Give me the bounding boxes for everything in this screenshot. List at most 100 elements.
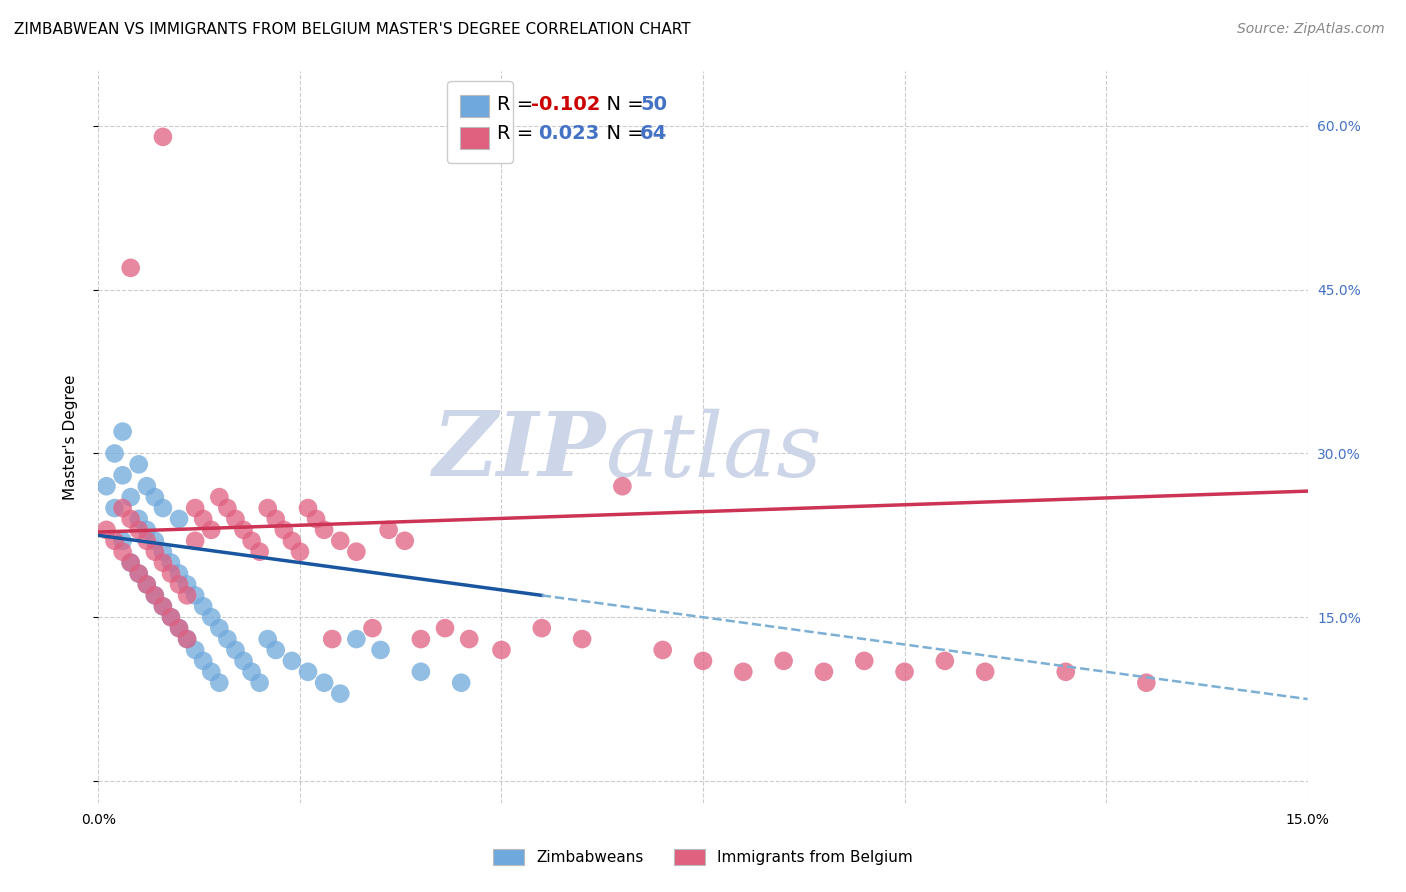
- Point: [184, 501, 207, 516]
- Point: [329, 533, 352, 548]
- Point: [208, 621, 231, 635]
- Point: [264, 512, 287, 526]
- Point: [200, 665, 222, 679]
- Point: [111, 533, 134, 548]
- Point: [733, 665, 755, 679]
- Point: [160, 610, 183, 624]
- Point: [450, 675, 472, 690]
- Point: [208, 490, 231, 504]
- Point: [377, 523, 399, 537]
- Text: R =: R =: [498, 95, 540, 114]
- Point: [135, 577, 157, 591]
- Text: -0.102: -0.102: [531, 95, 600, 114]
- Text: ZIMBABWEAN VS IMMIGRANTS FROM BELGIUM MASTER'S DEGREE CORRELATION CHART: ZIMBABWEAN VS IMMIGRANTS FROM BELGIUM MA…: [14, 22, 690, 37]
- Point: [152, 545, 174, 559]
- Point: [167, 512, 190, 526]
- Point: [281, 654, 304, 668]
- Point: [143, 545, 166, 559]
- Point: [249, 675, 271, 690]
- Text: 0.023: 0.023: [538, 124, 600, 143]
- Point: [217, 501, 239, 516]
- Point: [128, 458, 150, 472]
- Point: [232, 523, 254, 537]
- Point: [224, 643, 246, 657]
- Point: [571, 632, 593, 646]
- Point: [120, 556, 142, 570]
- Point: [193, 599, 215, 614]
- Point: [111, 501, 134, 516]
- Point: [152, 129, 174, 144]
- Point: [152, 599, 174, 614]
- Text: R =: R =: [498, 124, 546, 143]
- Y-axis label: Master's Degree: Master's Degree: [63, 375, 77, 500]
- Point: [394, 533, 416, 548]
- Point: [135, 533, 157, 548]
- Point: [176, 588, 198, 602]
- Point: [96, 523, 118, 537]
- Point: [344, 632, 367, 646]
- Point: [184, 588, 207, 602]
- Point: [200, 523, 222, 537]
- Point: [491, 643, 513, 657]
- Point: [370, 643, 392, 657]
- Legend: , : ,: [447, 81, 513, 163]
- Point: [240, 533, 263, 548]
- Text: atlas: atlas: [606, 409, 823, 495]
- Point: [297, 501, 319, 516]
- Point: [193, 654, 215, 668]
- Point: [143, 588, 166, 602]
- Point: [128, 512, 150, 526]
- Point: [152, 599, 174, 614]
- Point: [111, 468, 134, 483]
- Point: [297, 665, 319, 679]
- Point: [135, 577, 157, 591]
- Point: [167, 566, 190, 581]
- Point: [893, 665, 915, 679]
- Point: [120, 490, 142, 504]
- Point: [128, 566, 150, 581]
- Point: [934, 654, 956, 668]
- Point: [103, 446, 125, 460]
- Point: [1054, 665, 1077, 679]
- Point: [176, 577, 198, 591]
- Point: [128, 523, 150, 537]
- Point: [281, 533, 304, 548]
- Point: [458, 632, 481, 646]
- Point: [111, 425, 134, 439]
- Point: [344, 545, 367, 559]
- Point: [193, 512, 215, 526]
- Point: [152, 556, 174, 570]
- Point: [167, 621, 190, 635]
- Point: [135, 523, 157, 537]
- Point: [813, 665, 835, 679]
- Point: [329, 687, 352, 701]
- Point: [853, 654, 876, 668]
- Point: [160, 610, 183, 624]
- Point: [314, 675, 336, 690]
- Point: [167, 577, 190, 591]
- Point: [135, 479, 157, 493]
- Point: [612, 479, 634, 493]
- Point: [314, 523, 336, 537]
- Text: N =: N =: [595, 124, 650, 143]
- Point: [160, 556, 183, 570]
- Point: [692, 654, 714, 668]
- Point: [409, 665, 432, 679]
- Point: [160, 566, 183, 581]
- Text: ZIP: ZIP: [433, 409, 606, 495]
- Point: [176, 632, 198, 646]
- Point: [167, 621, 190, 635]
- Point: [152, 501, 174, 516]
- Point: [256, 632, 278, 646]
- Point: [530, 621, 553, 635]
- Point: [434, 621, 457, 635]
- Text: Source: ZipAtlas.com: Source: ZipAtlas.com: [1237, 22, 1385, 37]
- Text: 64: 64: [640, 124, 668, 143]
- Point: [361, 621, 384, 635]
- Point: [120, 556, 142, 570]
- Point: [264, 643, 287, 657]
- Point: [143, 490, 166, 504]
- Point: [143, 533, 166, 548]
- Point: [208, 675, 231, 690]
- Point: [143, 588, 166, 602]
